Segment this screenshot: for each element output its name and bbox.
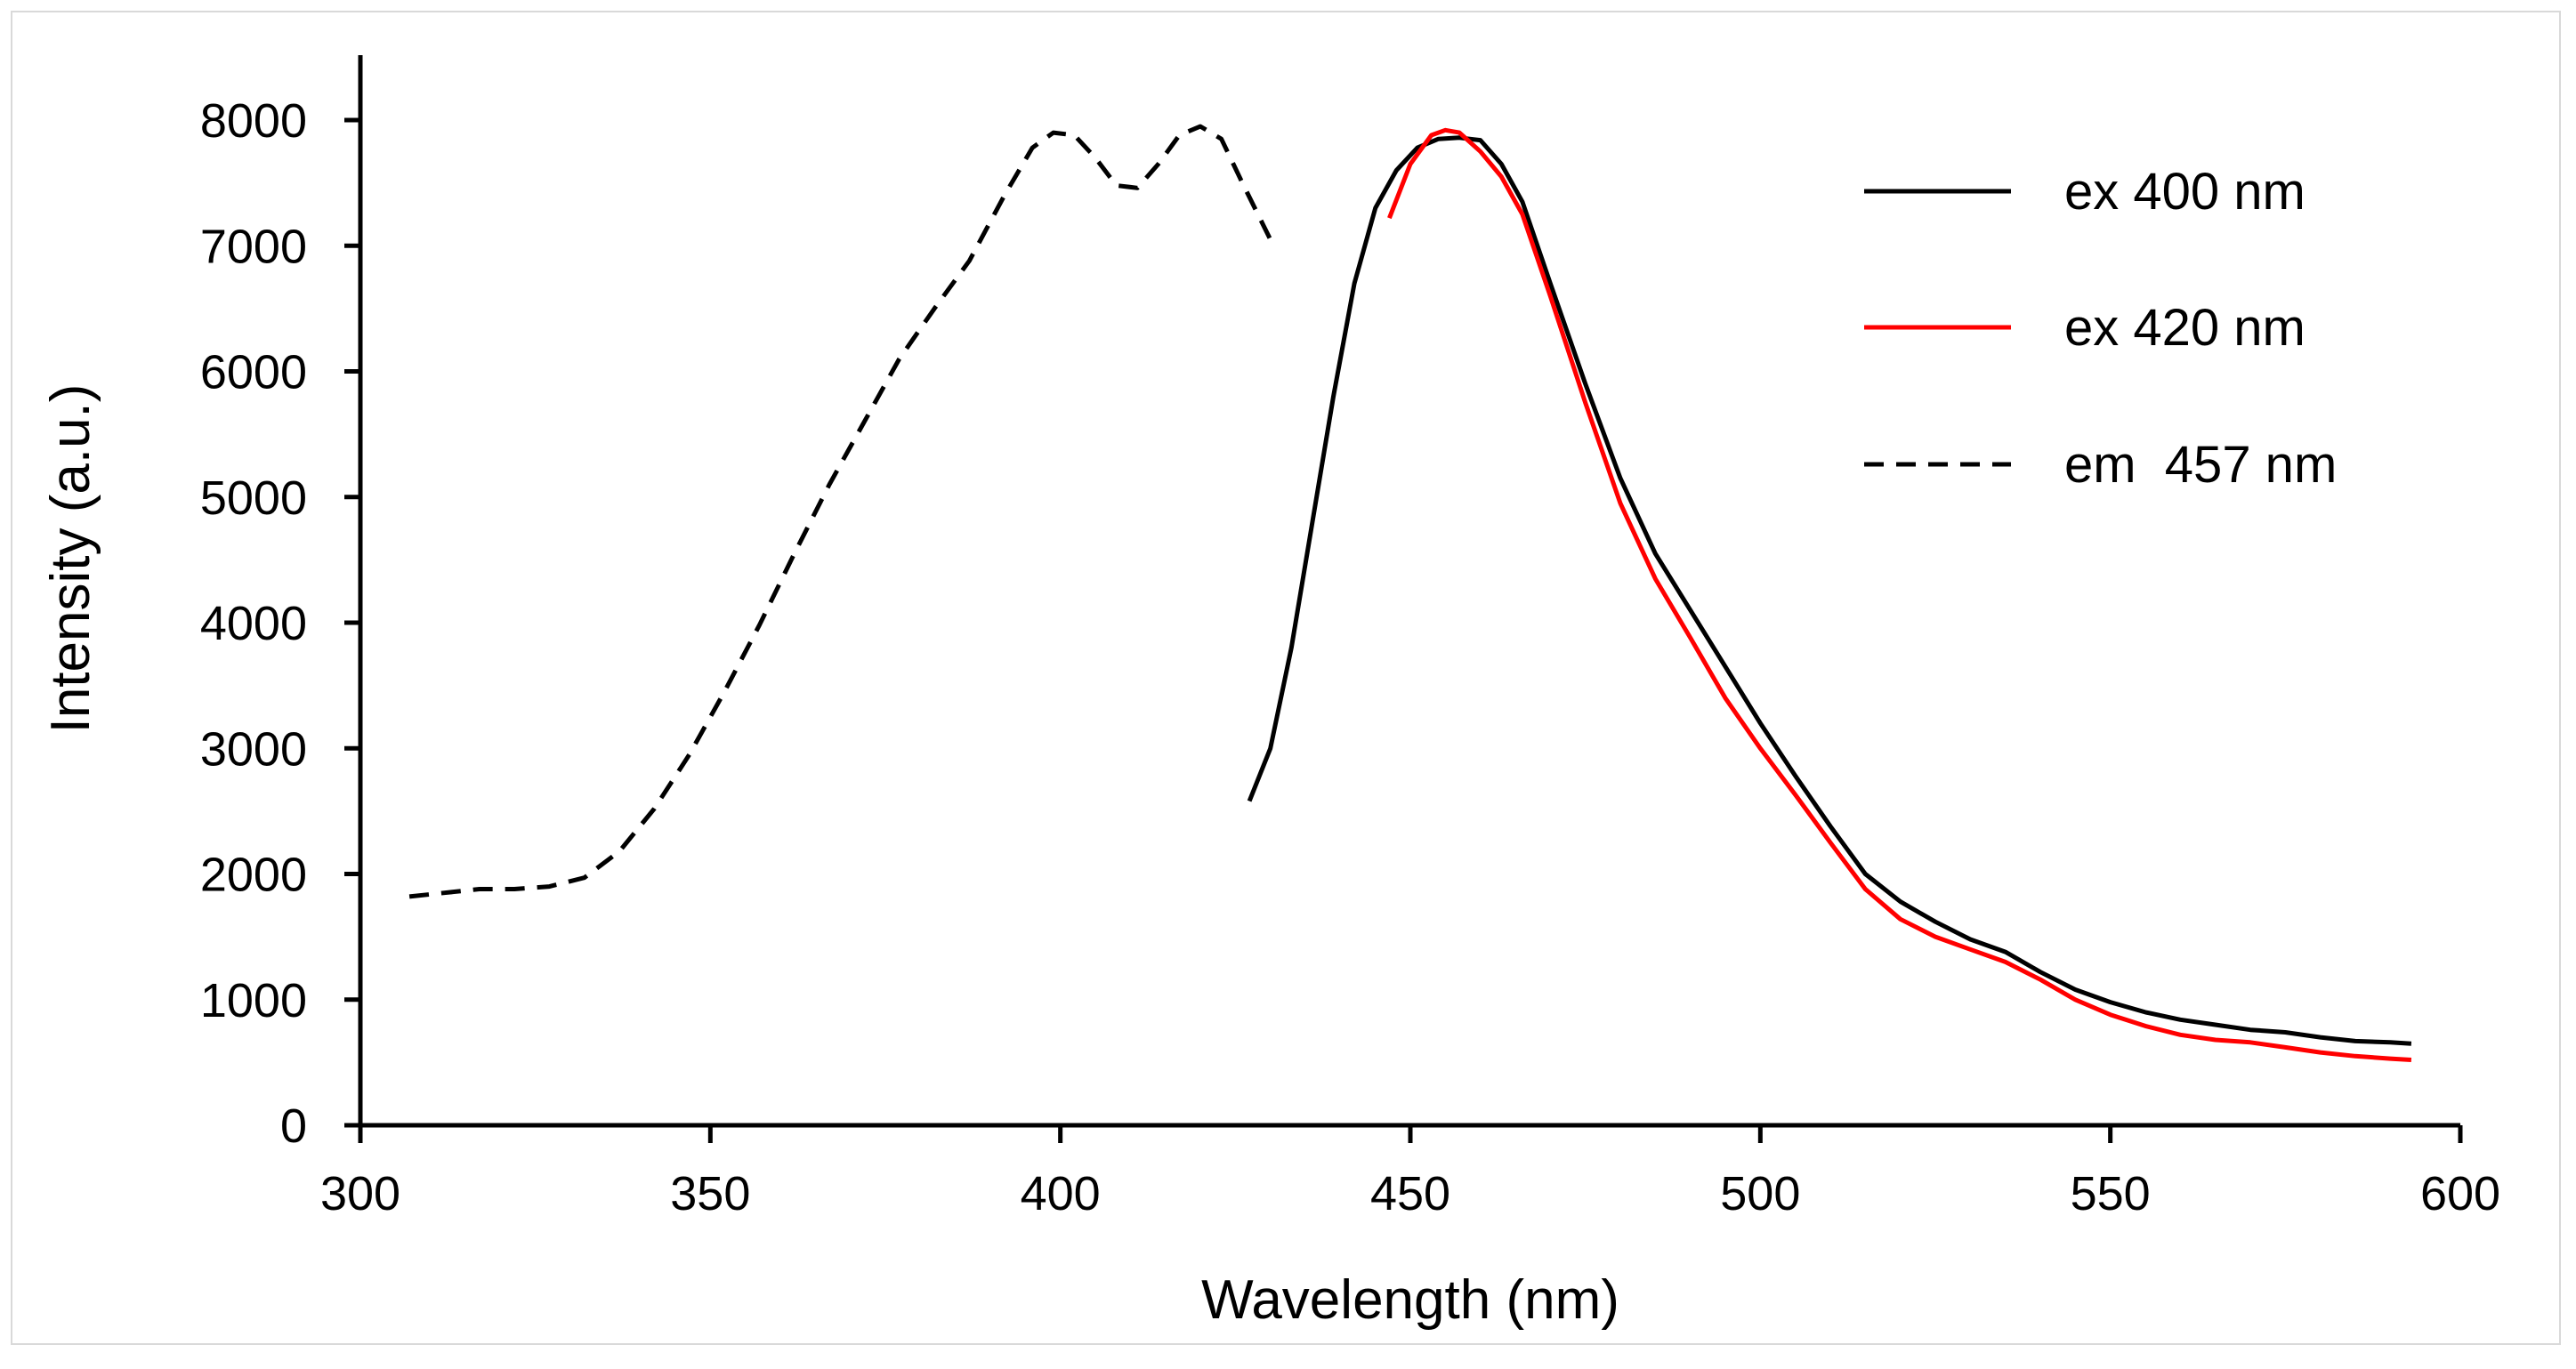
x-tick-label: 550 xyxy=(2071,1167,2151,1220)
y-tick-label: 2000 xyxy=(200,849,307,902)
y-tick-label: 4000 xyxy=(200,597,307,650)
y-tick-label: 8000 xyxy=(200,94,307,148)
y-tick-label: 1000 xyxy=(200,974,307,1027)
y-tick-label: 0 xyxy=(280,1099,307,1153)
x-tick-label: 500 xyxy=(1720,1167,1800,1220)
x-tick-label: 600 xyxy=(2420,1167,2500,1220)
y-axis-title: Intensity (a.u.) xyxy=(40,384,101,734)
y-tick-label: 3000 xyxy=(200,722,307,776)
x-ticks: 300 350 400 450 500 550 600 xyxy=(320,1125,2500,1220)
x-tick-label: 450 xyxy=(1370,1167,1450,1220)
x-tick-label: 300 xyxy=(320,1167,400,1220)
y-ticks: 0 1000 2000 3000 4000 5000 6000 7000 8000 xyxy=(200,94,360,1153)
y-tick-label: 7000 xyxy=(200,220,307,273)
y-tick-label: 5000 xyxy=(200,471,307,525)
x-tick-label: 350 xyxy=(670,1167,750,1220)
series-line-2 xyxy=(1387,127,2412,1062)
x-axis-title: Wavelength (nm) xyxy=(1201,1269,1619,1331)
legend-label: em 457 nm xyxy=(2064,436,2337,494)
y-tick-label: 6000 xyxy=(200,346,307,399)
x-tick-label: 400 xyxy=(1021,1167,1101,1220)
legend-label: ex 420 nm xyxy=(2064,299,2305,357)
legend-label: ex 400 nm xyxy=(2064,163,2305,221)
series-line-1 xyxy=(1247,135,2412,1046)
series-layer xyxy=(408,124,2412,1062)
series-line-3 xyxy=(408,124,1272,899)
legend: ex 400 nm ex 420 nm em 457 nm xyxy=(1864,163,2337,494)
